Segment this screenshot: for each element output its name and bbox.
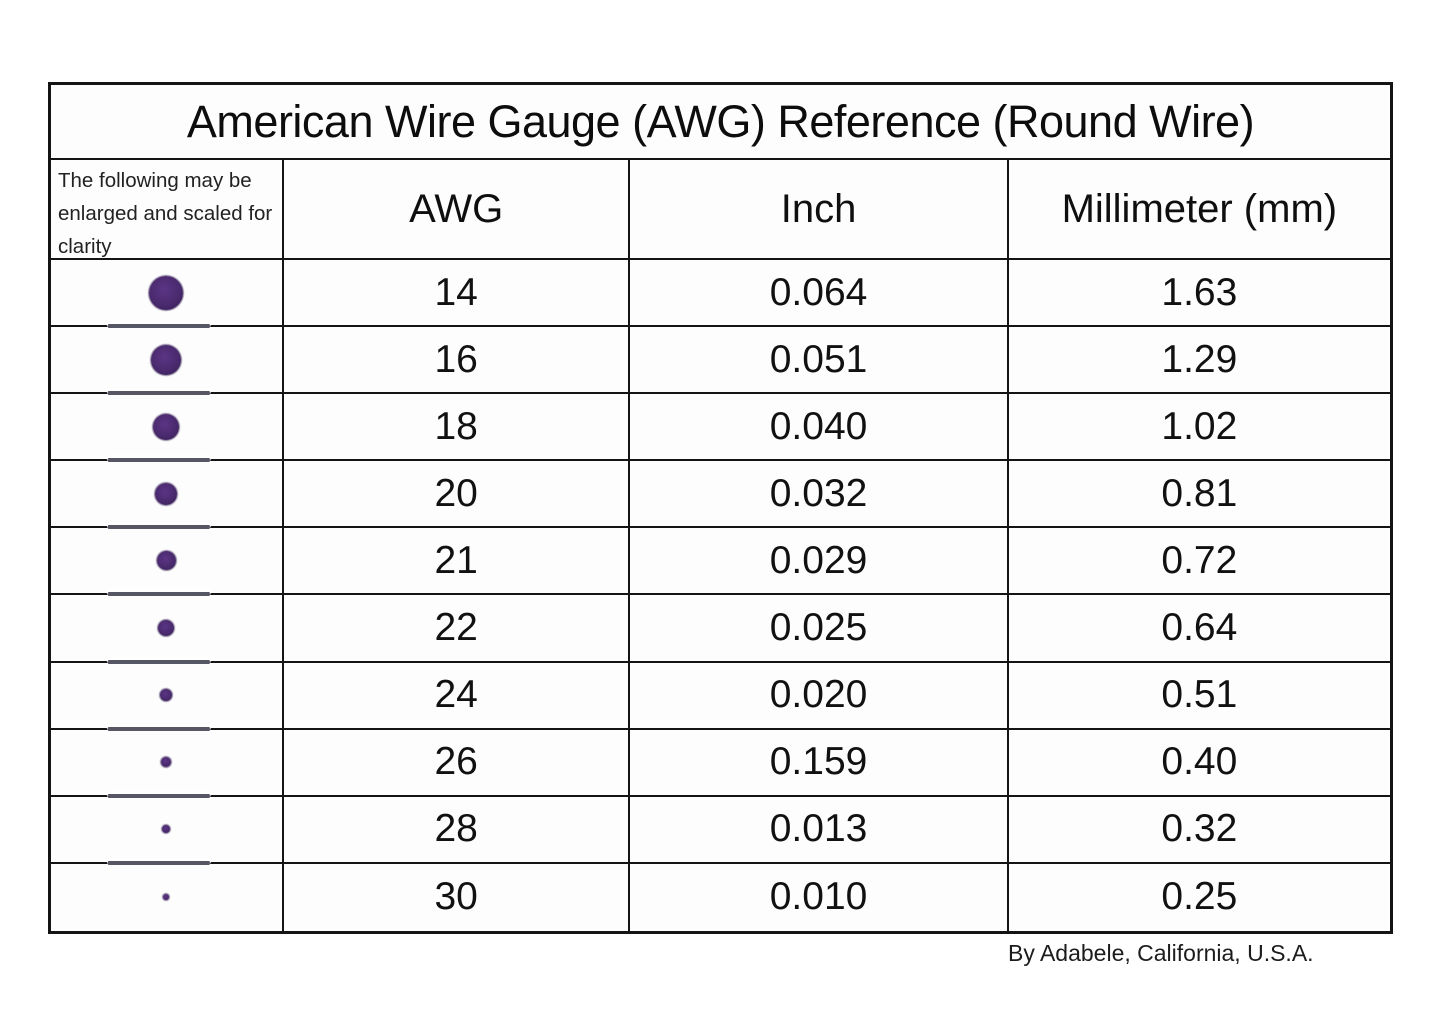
table-row-dot-cell — [51, 595, 284, 664]
column-header-mm: Millimeter (mm) — [1008, 160, 1390, 260]
awg-value: 16 — [283, 327, 631, 395]
dot-underline — [108, 659, 211, 664]
table-row-dot-cell — [51, 260, 284, 329]
wire-size-dot-icon — [160, 689, 173, 702]
footer-credit: By Adabele, California, U.S.A. — [1008, 940, 1314, 966]
table-row-dot-cell — [51, 461, 284, 530]
wire-size-dot-icon — [149, 275, 184, 310]
inch-value: 0.051 — [630, 327, 1009, 395]
inch-value: 0.010 — [630, 863, 1009, 931]
wire-size-dot-icon — [161, 757, 172, 768]
dot-underline — [108, 726, 211, 731]
table-row-dot-cell — [51, 528, 284, 597]
awg-value: 20 — [283, 461, 631, 529]
column-header-awg: AWG — [283, 160, 631, 260]
page-title: American Wire Gauge (AWG) Reference (Rou… — [51, 85, 1390, 160]
table-row-dot-cell — [51, 327, 284, 396]
awg-value: 22 — [283, 595, 631, 663]
dot-underline — [108, 525, 211, 530]
dot-underline — [108, 860, 211, 865]
table-row-dot-cell — [51, 729, 284, 798]
inch-value: 0.029 — [630, 528, 1009, 596]
wire-size-dot-icon — [162, 825, 171, 834]
dot-underline — [108, 324, 211, 329]
scale-note: The following may be enlarged and scaled… — [51, 160, 284, 260]
wire-size-dot-icon — [155, 482, 178, 505]
mm-value: 1.02 — [1008, 394, 1390, 462]
table-row-dot-cell — [51, 662, 284, 731]
dot-underline — [108, 592, 211, 597]
dot-underline — [108, 458, 211, 463]
wire-size-dot-icon — [153, 413, 180, 440]
awg-value: 28 — [283, 796, 631, 864]
wire-size-dot-icon — [156, 551, 176, 571]
mm-value: 0.32 — [1008, 796, 1390, 864]
column-header-inch: Inch — [630, 160, 1009, 260]
awg-value: 21 — [283, 528, 631, 596]
mm-value: 1.63 — [1008, 260, 1390, 328]
mm-value: 0.51 — [1008, 662, 1390, 730]
inch-value: 0.064 — [630, 260, 1009, 328]
mm-value: 0.64 — [1008, 595, 1390, 663]
wire-size-dot-icon — [151, 344, 182, 375]
inch-value: 0.013 — [630, 796, 1009, 864]
inch-value: 0.025 — [630, 595, 1009, 663]
wire-size-dot-icon — [158, 620, 175, 637]
inch-value: 0.040 — [630, 394, 1009, 462]
awg-reference-table: American Wire Gauge (AWG) Reference (Rou… — [48, 82, 1393, 934]
table-row-dot-cell — [51, 863, 284, 931]
dot-underline — [108, 391, 211, 396]
inch-value: 0.159 — [630, 729, 1009, 797]
mm-value: 0.25 — [1008, 863, 1390, 931]
awg-value: 24 — [283, 662, 631, 730]
dot-underline — [108, 793, 211, 798]
wire-size-dot-icon — [163, 894, 170, 901]
table-row-dot-cell — [51, 394, 284, 463]
mm-value: 0.72 — [1008, 528, 1390, 596]
mm-value: 1.29 — [1008, 327, 1390, 395]
mm-value: 0.40 — [1008, 729, 1390, 797]
inch-value: 0.032 — [630, 461, 1009, 529]
table-row-dot-cell — [51, 796, 284, 865]
awg-value: 30 — [283, 863, 631, 931]
inch-value: 0.020 — [630, 662, 1009, 730]
mm-value: 0.81 — [1008, 461, 1390, 529]
awg-value: 26 — [283, 729, 631, 797]
awg-value: 18 — [283, 394, 631, 462]
awg-value: 14 — [283, 260, 631, 328]
